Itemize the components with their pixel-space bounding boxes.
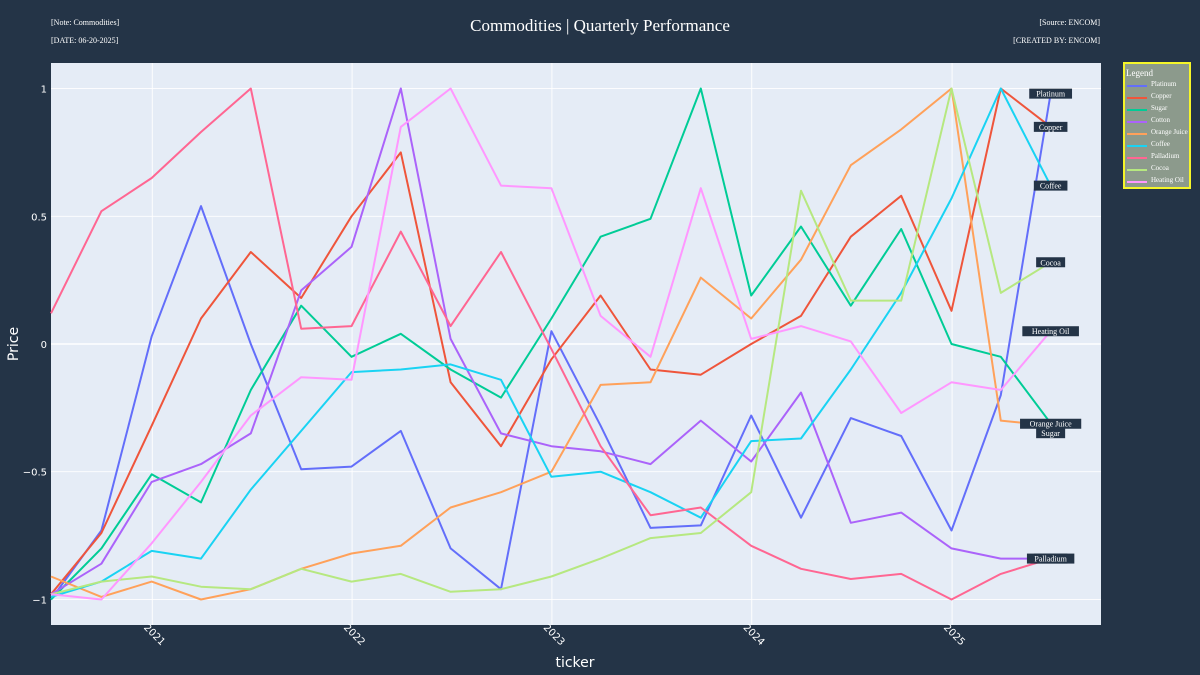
end-label-cocoa: Cocoa: [1036, 257, 1066, 268]
series-line-platinum[interactable]: [50, 93, 1052, 601]
series-line-cocoa[interactable]: [50, 87, 1052, 596]
end-label-orange-juice: Orange Juice: [1020, 418, 1082, 429]
y-tick-label: −0.5: [23, 468, 47, 479]
legend-label: Orange Juice: [1151, 128, 1188, 136]
y-axis-label: Price: [6, 327, 22, 361]
end-label-copper: Copper: [1033, 121, 1068, 132]
svg-text:Cocoa: Cocoa: [1040, 258, 1061, 267]
series-line-coffee[interactable]: [50, 87, 1052, 598]
chart-note: [Note: Commodities]: [51, 18, 120, 27]
series-line-copper[interactable]: [50, 87, 1052, 595]
x-tick-label: 2022: [341, 622, 367, 648]
svg-text:Platinum: Platinum: [1036, 90, 1066, 99]
legend-swatch: [1127, 109, 1147, 111]
end-label-sugar: Sugar: [1036, 428, 1066, 439]
legend-label: Palladium: [1151, 152, 1180, 160]
legend-label: Coffee: [1151, 140, 1170, 148]
legend-swatch: [1127, 157, 1147, 159]
end-label-coffee: Coffee: [1033, 180, 1068, 191]
legend-swatch: [1127, 85, 1147, 87]
svg-text:Sugar: Sugar: [1041, 429, 1060, 438]
legend-label: Platinum: [1151, 80, 1177, 88]
x-axis-label: ticker: [555, 655, 594, 671]
y-tick-label: 0: [41, 340, 47, 351]
legend-swatch: [1127, 145, 1147, 147]
y-tick-label: −1: [32, 595, 47, 606]
svg-text:Heating Oil: Heating Oil: [1032, 327, 1070, 336]
svg-text:Orange Juice: Orange Juice: [1030, 420, 1072, 429]
legend-swatch: [1127, 181, 1147, 183]
svg-text:Copper: Copper: [1039, 123, 1063, 132]
x-tick-label: 2021: [141, 622, 167, 648]
series-line-sugar[interactable]: [50, 87, 1052, 601]
series-line-cotton[interactable]: [50, 87, 1051, 596]
chart-date: [DATE: 06-20-2025]: [51, 36, 119, 45]
series-line-heating-oil[interactable]: [50, 87, 1052, 601]
x-tick-label: 2025: [941, 622, 967, 648]
grid-lines: [51, 63, 1101, 625]
series-layer: [50, 87, 1052, 601]
legend-label: Heating Oil: [1151, 176, 1184, 184]
svg-text:Palladium: Palladium: [1034, 555, 1067, 564]
chart-source: [Source: ENCOM]: [1039, 18, 1100, 27]
end-label-palladium: Palladium: [1026, 553, 1075, 564]
legend-swatch: [1127, 97, 1147, 99]
series-line-palladium[interactable]: [50, 87, 1051, 601]
legend-label: Cocoa: [1151, 164, 1169, 172]
legend-label: Cotton: [1151, 116, 1171, 124]
end-label-platinum: Platinum: [1029, 88, 1073, 99]
legend-swatch: [1127, 133, 1147, 135]
x-tick-label: 2023: [541, 622, 567, 648]
legend: Legend Platinum Copper Sugar Cotton Orange J…: [1123, 62, 1191, 189]
y-tick-label: 1: [41, 85, 47, 96]
svg-text:Coffee: Coffee: [1040, 182, 1062, 191]
end-label-heating-oil: Heating Oil: [1022, 326, 1079, 337]
chart-credit: [CREATED BY: ENCOM]: [1013, 36, 1100, 45]
chart-title: Commodities | Quarterly Performance: [470, 16, 730, 35]
legend-title: Legend: [1126, 68, 1153, 78]
legend-swatch: [1127, 121, 1147, 123]
x-tick-label: 2024: [741, 622, 767, 648]
legend-label: Sugar: [1151, 104, 1168, 112]
y-tick-label: 0.5: [31, 212, 47, 223]
series-line-orange-juice[interactable]: [50, 87, 1051, 601]
legend-swatch: [1127, 169, 1147, 171]
legend-label: Copper: [1151, 92, 1172, 100]
